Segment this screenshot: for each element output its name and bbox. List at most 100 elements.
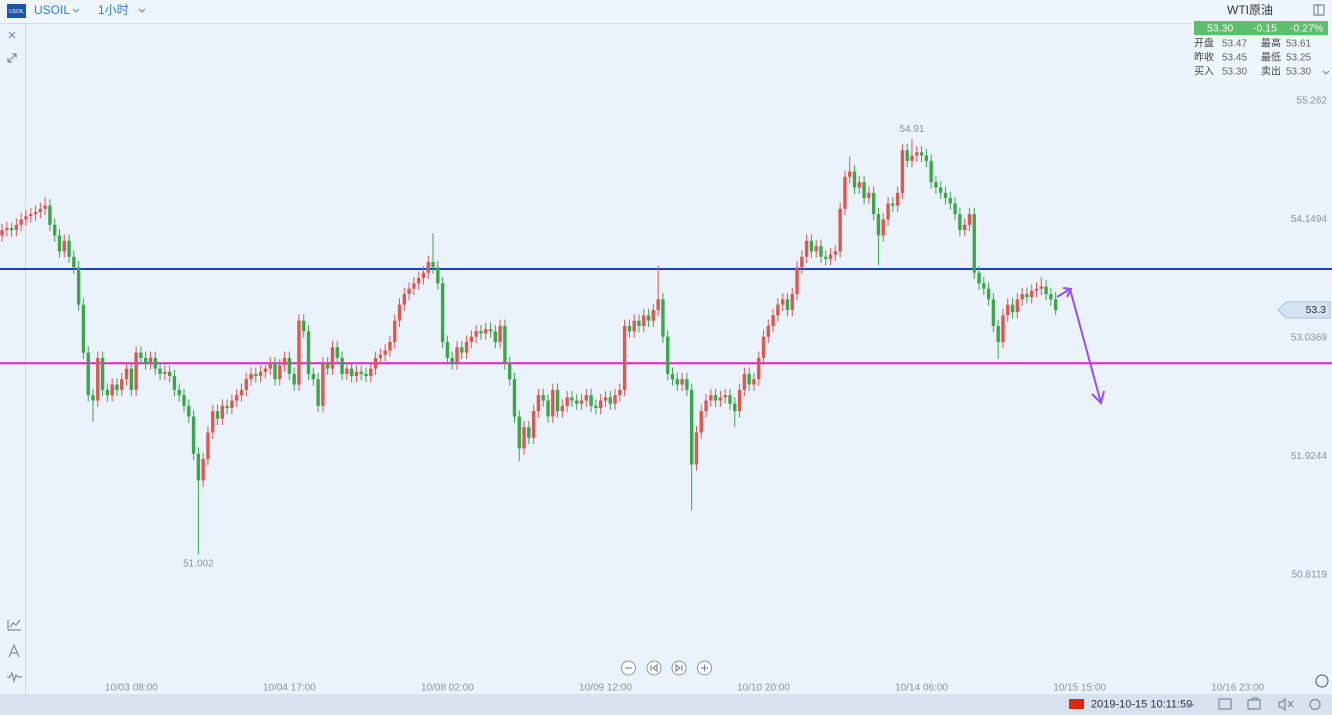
candle-body: [292, 373, 296, 385]
drawing-tool[interactable]: [8, 643, 20, 658]
candle-body: [646, 315, 651, 321]
candle-body: [421, 272, 426, 279]
candle-body: [948, 198, 952, 204]
candle-body: [153, 357, 157, 369]
candle-body: [268, 363, 272, 369]
candle-body: [575, 400, 579, 404]
candle-body: [393, 320, 397, 342]
candle-body: [584, 395, 589, 401]
candle-body: [1020, 294, 1024, 300]
interval[interactable]: 1小时: [98, 3, 129, 17]
candle-body: [618, 389, 622, 396]
candle-body: [335, 347, 339, 358]
symbol[interactable]: USOIL: [34, 3, 70, 17]
candle-body: [809, 240, 814, 252]
candle-body: [675, 379, 680, 385]
candle-body: [450, 357, 454, 364]
status-bar: [0, 694, 1332, 715]
mute-button[interactable]: [1278, 697, 1294, 712]
candle-body: [167, 371, 172, 377]
candle-body: [158, 368, 162, 374]
candle-body: [52, 224, 57, 236]
extreme-label: 51.002: [183, 558, 214, 569]
settings-badge[interactable]: [1315, 674, 1329, 688]
candle-body: [1034, 288, 1039, 291]
candle-body: [124, 368, 129, 380]
candle-body: [689, 389, 694, 465]
candle-body: [134, 352, 138, 390]
candle-body: [426, 262, 430, 273]
candle-body: [527, 427, 531, 438]
zoom-in-icon: [701, 664, 708, 672]
scroll-start[interactable]: [646, 660, 662, 676]
candle-body: [416, 278, 421, 284]
candle-body: [38, 208, 43, 212]
indicator-tool[interactable]: [7, 619, 21, 631]
window-button[interactable]: [1218, 698, 1232, 710]
status-expand[interactable]: [1187, 702, 1195, 707]
candle-body: [455, 347, 459, 364]
candle-body: [278, 365, 282, 380]
candle-body: [316, 379, 320, 406]
price-tag: [1277, 301, 1331, 319]
candle-body: [838, 208, 842, 252]
candle-body: [603, 397, 608, 401]
candle-body: [800, 256, 804, 268]
candle-body: [512, 379, 517, 417]
candle-body: [871, 192, 876, 215]
candle-body: [915, 152, 919, 156]
candle-body: [551, 389, 555, 417]
candle-body: [436, 267, 440, 284]
arrow-head-up: [1062, 287, 1073, 298]
panel-expand[interactable]: [1322, 70, 1330, 75]
symbol-dropdown[interactable]: [72, 8, 80, 13]
panel-value: 53.47: [1222, 39, 1247, 50]
candle-body: [632, 320, 636, 332]
candle-body: [1015, 299, 1020, 313]
screenshot-button[interactable]: [1247, 697, 1261, 710]
candle-body: [48, 205, 52, 225]
panel-name: WTI原油: [1227, 3, 1273, 17]
candle-body: [862, 182, 866, 199]
close-button[interactable]: [8, 31, 16, 39]
candle-body: [86, 352, 90, 396]
settings-button[interactable]: [1309, 698, 1321, 711]
candle-body: [517, 416, 521, 449]
panel-value: 53.30: [1222, 67, 1247, 78]
candle-body: [886, 203, 890, 220]
wave-tool[interactable]: [7, 671, 22, 684]
candle-body: [570, 397, 574, 401]
candle-body: [249, 373, 253, 380]
scroll-end[interactable]: [671, 660, 687, 676]
collapse-button[interactable]: [7, 53, 17, 63]
candle-body: [105, 389, 110, 396]
candle-body: [76, 267, 81, 305]
status-datetime: 2019-10-15 10:11:59: [1091, 698, 1192, 710]
candle-body: [699, 411, 703, 433]
interval-dropdown[interactable]: [138, 8, 146, 13]
y-tick-label: 53.0369: [1291, 333, 1328, 344]
candle-body: [479, 331, 483, 334]
candle-body: [876, 214, 881, 236]
candle-body: [211, 411, 215, 433]
y-tick-label: 54.1494: [1291, 214, 1328, 225]
candle-body: [139, 352, 143, 358]
candle-body: [359, 371, 363, 374]
x-tick-label: 10/09 12:00: [579, 683, 632, 694]
panel-label: 最高: [1261, 37, 1281, 50]
candle-body: [1049, 294, 1053, 300]
candle-body: [742, 373, 747, 390]
candle-body: [895, 192, 900, 206]
extreme-label: 54.91: [899, 124, 924, 135]
candle-body: [608, 397, 612, 404]
candle-body: [627, 325, 632, 332]
panel-toggle[interactable]: [1313, 4, 1325, 16]
candle-body: [962, 224, 967, 231]
candle-body: [867, 192, 871, 199]
panel-change: -0.15: [1253, 22, 1277, 34]
candle-body: [824, 256, 828, 259]
candle-body: [1030, 290, 1034, 298]
candle-body: [996, 325, 1000, 342]
candle-body: [258, 371, 263, 377]
candle-body: [843, 176, 847, 209]
